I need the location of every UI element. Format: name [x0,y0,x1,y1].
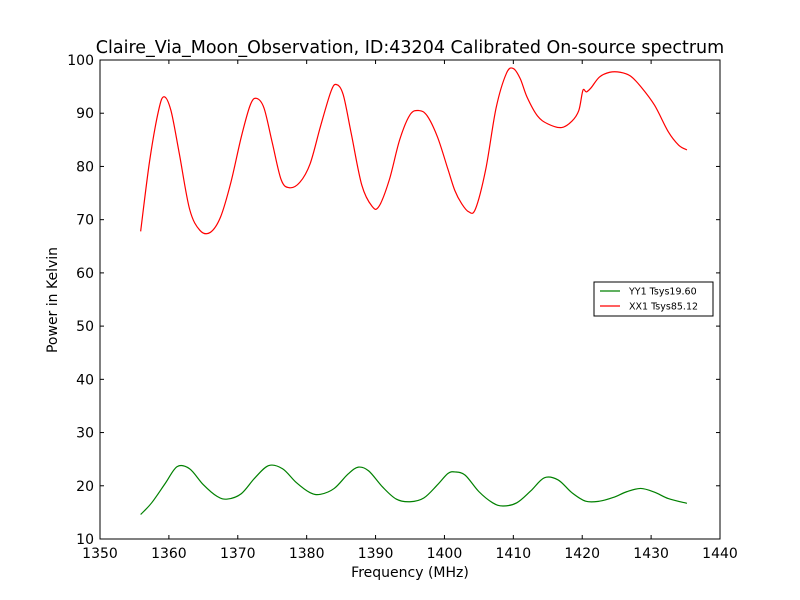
x-tick-label: 1390 [358,546,394,562]
y-tick-label: 10 [76,532,94,548]
y-tick-label: 30 [76,426,94,442]
y-tick-label: 90 [76,106,94,122]
y-tick-label: 80 [76,159,94,175]
legend-label-2: XX1 Tsys85.12 [629,302,698,313]
x-tick-label: 1350 [82,546,118,562]
x-tick-label: 1360 [151,546,187,562]
series-layer [140,67,688,515]
plot-frame [99,59,721,540]
x-tick-label: 1430 [633,546,669,562]
legend-box [593,281,714,317]
y-tick-label: 50 [76,319,94,335]
legend: YY1 Tsys19.60 XX1 Tsys85.12 [593,281,714,317]
y-tick-label: 20 [76,479,94,495]
x-tick-label: 1400 [427,546,463,562]
x-tick-label: 1410 [496,546,532,562]
series-line-1 [140,464,688,515]
y-tick-label: 70 [76,213,94,229]
chart-title: Claire_Via_Moon_Observation, ID:43204 Ca… [96,38,724,58]
ticks-layer: 1350 1360 1370 1380 1390 1400 1410 1420 1430 1440… [67,53,738,562]
x-axis-label: Frequency (MHz) [351,565,469,581]
x-tick-label: 1440 [702,546,738,562]
x-tick-label: 1370 [220,546,256,562]
y-tick-label: 40 [76,372,94,388]
y-tick-label: 60 [76,266,94,282]
x-tick-label: 1380 [289,546,325,562]
series-line-2 [140,67,688,235]
y-axis-label: Power in Kelvin [45,247,61,353]
x-tick-label: 1420 [564,546,600,562]
legend-label-1: YY1 Tsys19.60 [628,287,697,298]
y-tick-label: 100 [67,53,94,69]
